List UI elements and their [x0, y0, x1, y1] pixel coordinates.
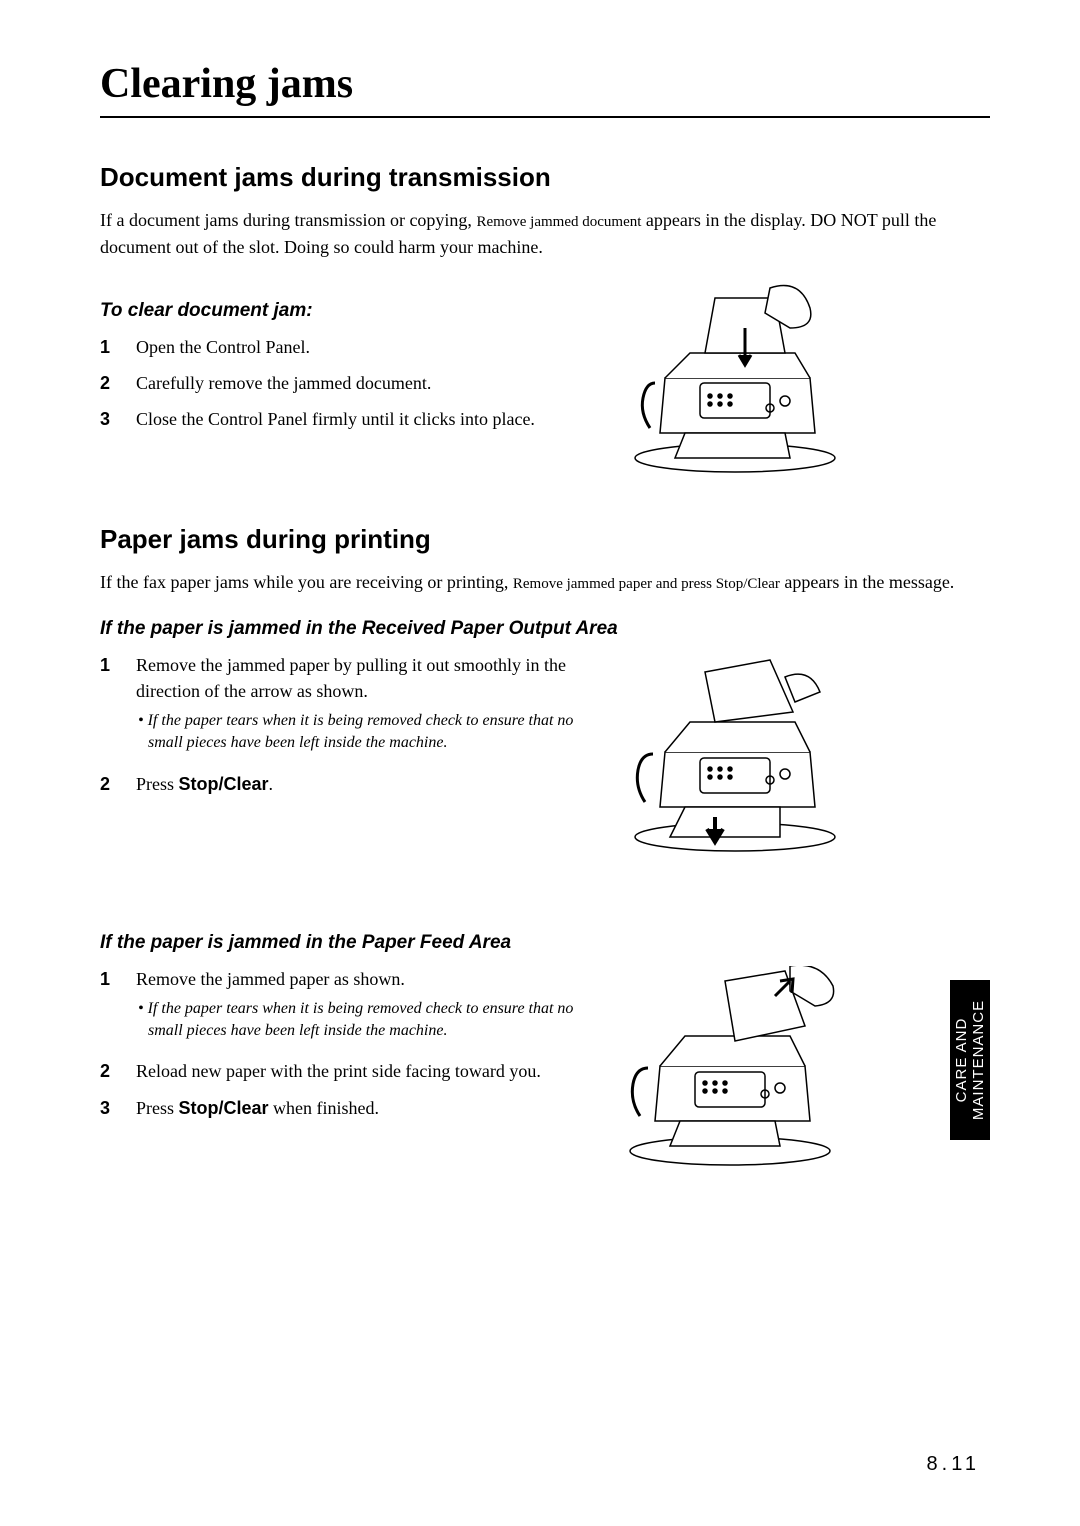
section2a-row: 1 Remove the jammed paper by pulling it …: [100, 652, 990, 862]
intro-msg: Remove jammed document: [476, 214, 641, 230]
section2b-left: 1 Remove the jammed paper as shown. • If…: [100, 966, 590, 1131]
list-item: 2Carefully remove the jammed document.: [100, 370, 590, 396]
side-tab-text: CARE AND MAINTENANCE: [953, 1000, 987, 1120]
step-text: Remove the jammed paper as shown. • If t…: [136, 966, 590, 1049]
illustration-1: [610, 278, 870, 488]
section1-heading: Document jams during transmission: [100, 162, 990, 193]
section2a-left: 1 Remove the jammed paper by pulling it …: [100, 652, 590, 807]
step-number: 2: [100, 370, 136, 396]
step-note: • If the paper tears when it is being re…: [136, 710, 590, 755]
fax-machine-icon: [615, 283, 865, 483]
illustration-2: [610, 652, 870, 862]
step-text: Press Stop/Clear.: [136, 771, 590, 797]
fax-machine-icon: [615, 652, 865, 862]
list-item: 1 Remove the jammed paper by pulling it …: [100, 652, 590, 761]
page-number: 8.11: [927, 1453, 980, 1476]
section1-intro: If a document jams during transmission o…: [100, 207, 990, 260]
section2b: If the paper is jammed in the Paper Feed…: [100, 932, 990, 1176]
list-item: 2 Press Stop/Clear.: [100, 771, 590, 797]
section-paper-jams: Paper jams during printing If the fax pa…: [100, 524, 990, 1176]
section2a-steps: 1 Remove the jammed paper by pulling it …: [100, 652, 590, 797]
section2b-steps: 1 Remove the jammed paper as shown. • If…: [100, 966, 590, 1121]
intro-pre: If a document jams during transmission o…: [100, 210, 476, 230]
section1-subtitle: To clear document jam:: [100, 300, 590, 322]
step-number: 3: [100, 406, 136, 432]
list-item: 3 Press Stop/Clear when finished.: [100, 1095, 590, 1121]
illustration-3: [610, 966, 870, 1176]
s3-post: when finished.: [269, 1098, 379, 1118]
section2b-subtitle: If the paper is jammed in the Paper Feed…: [100, 932, 990, 954]
side-tab-line1: CARE AND: [953, 1000, 970, 1120]
s2-pre: Press: [136, 774, 179, 794]
s2-post: .: [269, 774, 274, 794]
page: Clearing jams Document jams during trans…: [0, 0, 1080, 1526]
step-text: Reload new paper with the print side fac…: [136, 1058, 590, 1084]
step-number: 1: [100, 334, 136, 360]
step-note: • If the paper tears when it is being re…: [136, 998, 590, 1043]
step-text: Remove the jammed paper by pulling it ou…: [136, 652, 590, 761]
section1-steps: 1Open the Control Panel. 2Carefully remo…: [100, 334, 590, 432]
section1-left: To clear document jam: 1Open the Control…: [100, 278, 590, 442]
page-title: Clearing jams: [100, 60, 990, 108]
section-document-jams: Document jams during transmission If a d…: [100, 162, 990, 488]
list-item: 1Open the Control Panel.: [100, 334, 590, 360]
intro-post: appears in the message.: [780, 572, 954, 592]
side-tab: CARE AND MAINTENANCE: [950, 980, 990, 1140]
section1-row: To clear document jam: 1Open the Control…: [100, 278, 990, 488]
section2b-row: 1 Remove the jammed paper as shown. • If…: [100, 966, 990, 1176]
step-text: Press Stop/Clear when finished.: [136, 1095, 590, 1121]
section2-heading: Paper jams during printing: [100, 524, 990, 555]
step-text: Carefully remove the jammed document.: [136, 370, 590, 396]
title-rule: [100, 116, 990, 118]
fax-machine-icon: [615, 966, 865, 1176]
s3-bold: Stop/Clear: [179, 1098, 269, 1118]
list-item: 1 Remove the jammed paper as shown. • If…: [100, 966, 590, 1049]
list-item: 3Close the Control Panel firmly until it…: [100, 406, 590, 432]
list-item: 2 Reload new paper with the print side f…: [100, 1058, 590, 1084]
step-text: Open the Control Panel.: [136, 334, 590, 360]
intro-pre: If the fax paper jams while you are rece…: [100, 572, 513, 592]
step-text: Close the Control Panel firmly until it …: [136, 406, 590, 432]
side-tab-line2: MAINTENANCE: [970, 1000, 987, 1120]
s3-pre: Press: [136, 1098, 179, 1118]
s2-bold: Stop/Clear: [179, 774, 269, 794]
step-number: 3: [100, 1095, 136, 1121]
section2-intro: If the fax paper jams while you are rece…: [100, 569, 990, 596]
step-number: 2: [100, 1058, 136, 1084]
step-number: 2: [100, 771, 136, 797]
intro-msg: Remove jammed paper and press Stop/Clear: [513, 576, 780, 592]
step-body-text: Remove the jammed paper by pulling it ou…: [136, 655, 566, 701]
step-number: 1: [100, 652, 136, 678]
section2a-subtitle: If the paper is jammed in the Received P…: [100, 618, 990, 640]
step-number: 1: [100, 966, 136, 992]
step-body-text: Remove the jammed paper as shown.: [136, 969, 405, 989]
